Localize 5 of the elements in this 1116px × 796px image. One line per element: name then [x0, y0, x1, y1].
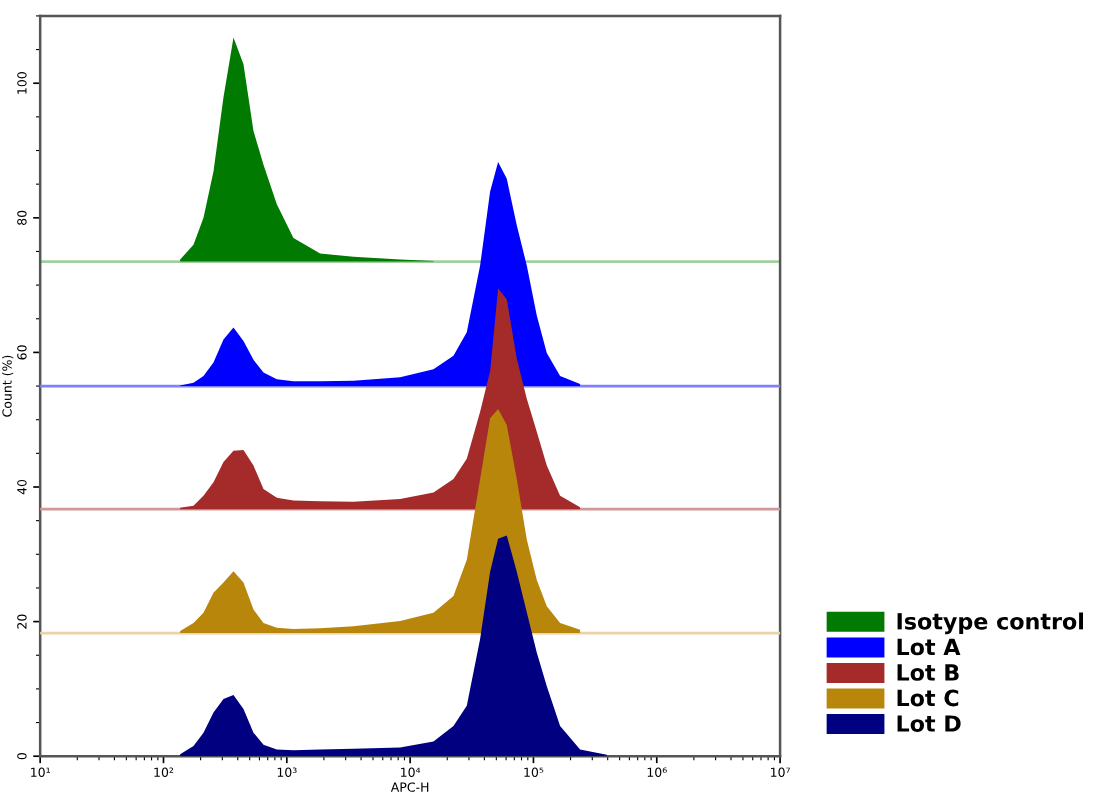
legend-label: Lot D	[897, 715, 961, 732]
legend-label: Lot A	[897, 638, 961, 656]
legend-label: Lot C	[897, 689, 959, 707]
legend-label: Lot B	[897, 664, 959, 681]
legend-label: Isotype control	[897, 612, 1083, 635]
